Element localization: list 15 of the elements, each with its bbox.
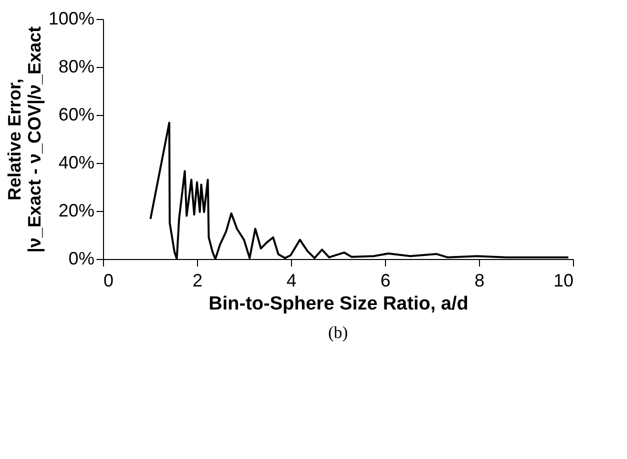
y-tick-label: 20% [58, 200, 94, 220]
y-tick-label: 80% [58, 56, 94, 76]
y-axis-title: Relative Error, |ν_Exact - ν_COV|/ν_Exact [4, 26, 44, 253]
y-tick-label: 60% [58, 104, 94, 124]
x-tick-label: 0 [104, 270, 114, 290]
x-axis-title: Bin-to-Sphere Size Ratio, a/d [208, 294, 468, 314]
x-tick-label: 2 [192, 270, 203, 290]
x-tick-label: 6 [380, 270, 391, 290]
y-tick-label: 100% [48, 8, 94, 28]
y-tick-label: 0% [68, 248, 94, 268]
x-tick-label: 8 [474, 270, 485, 290]
x-tick-label: 4 [286, 270, 297, 290]
y-tick-label: 40% [58, 152, 94, 172]
text: (b) [328, 323, 348, 342]
x-tick-label: 10 [553, 270, 574, 290]
